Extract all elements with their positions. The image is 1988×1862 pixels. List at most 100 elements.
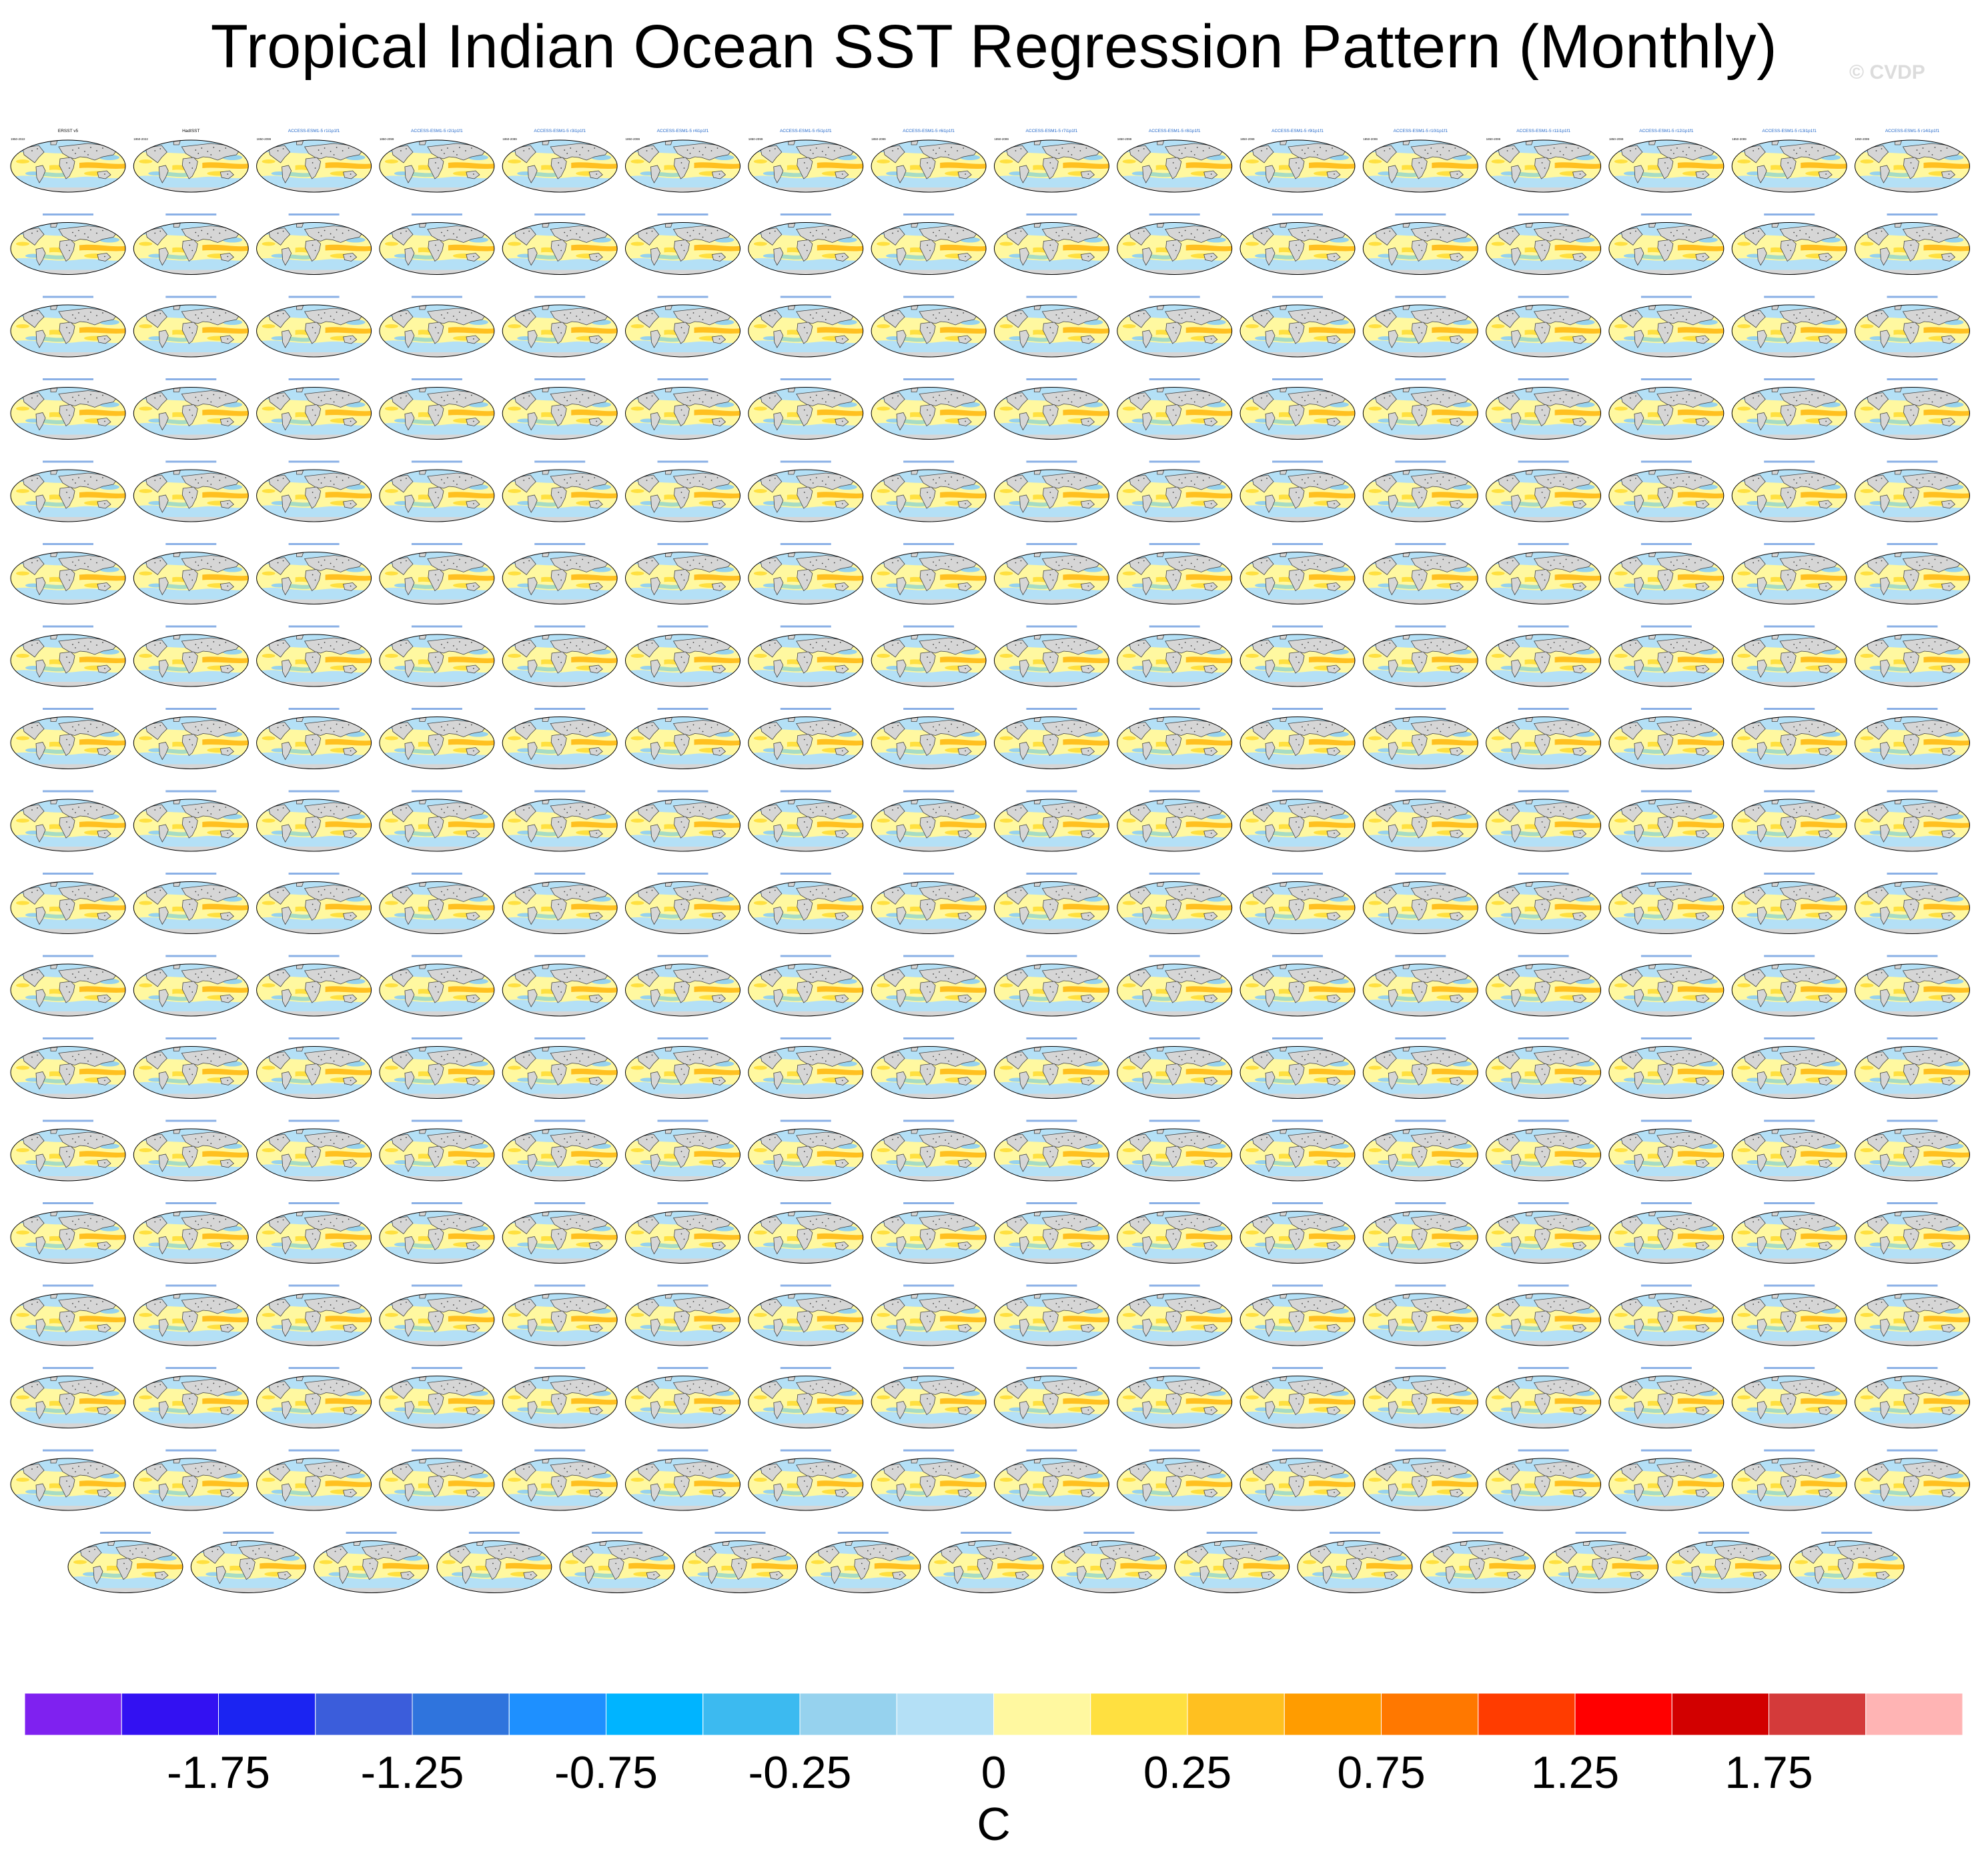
map-panel bbox=[747, 378, 867, 441]
map-panel bbox=[993, 543, 1113, 606]
map-panel bbox=[1730, 708, 1851, 771]
map-panel-plot bbox=[1485, 1457, 1605, 1512]
map-panel-plot bbox=[1239, 221, 1359, 276]
map-panel bbox=[256, 708, 376, 771]
map-panel bbox=[9, 873, 129, 935]
map-panel bbox=[870, 790, 990, 853]
map-panel-plot bbox=[870, 881, 990, 935]
map-panel-plot bbox=[1116, 221, 1236, 276]
map-panel bbox=[624, 1449, 744, 1512]
map-panel bbox=[624, 625, 744, 688]
panel-title: HadISST bbox=[182, 129, 199, 133]
panel-title: ACCESS-ESM1-5 r7i1p1f1 bbox=[1026, 129, 1078, 133]
map-panel-plot bbox=[9, 963, 129, 1017]
panel-years: 1950-2022 bbox=[133, 137, 148, 141]
map-panel-plot bbox=[132, 716, 252, 771]
map-panel-plot bbox=[1854, 963, 1974, 1017]
colorbar-box bbox=[1090, 1693, 1188, 1736]
map-panel-plot bbox=[1116, 716, 1236, 771]
map-panel bbox=[1116, 790, 1236, 853]
map-panel bbox=[378, 955, 498, 1017]
map-panel bbox=[1854, 1202, 1974, 1265]
map-panel bbox=[1854, 1367, 1974, 1430]
map-panel bbox=[747, 1367, 867, 1430]
map-panel bbox=[1362, 1202, 1482, 1265]
map-panel-plot bbox=[1239, 716, 1359, 771]
map-panel bbox=[1362, 790, 1482, 853]
map-panel bbox=[747, 1449, 867, 1512]
map-panel-plot bbox=[747, 468, 867, 523]
map-panel bbox=[1419, 1532, 1539, 1594]
map-panel bbox=[256, 1449, 376, 1512]
colorbar-label: -1.25 bbox=[361, 1747, 464, 1798]
map-panel-plot bbox=[1854, 1375, 1974, 1430]
map-panel bbox=[1116, 378, 1236, 441]
map-panel bbox=[256, 1284, 376, 1347]
map-panel-plot bbox=[1608, 716, 1728, 771]
colorbar-box bbox=[24, 1693, 122, 1736]
map-panel bbox=[870, 1284, 990, 1347]
map-panel-plot bbox=[624, 716, 744, 771]
map-panel bbox=[132, 1367, 252, 1430]
map-panel bbox=[436, 1532, 556, 1594]
map-panel-plot bbox=[624, 1045, 744, 1100]
map-panel-plot bbox=[501, 1457, 621, 1512]
map-panel bbox=[1854, 378, 1974, 441]
map-panel: ACCESS-ESM1-5 r11i1p1f1 1850-2099 bbox=[1485, 129, 1605, 193]
map-panel-plot bbox=[1116, 468, 1236, 523]
map-panel bbox=[378, 1037, 498, 1100]
map-panel bbox=[1485, 625, 1605, 688]
map-panel-plot bbox=[747, 1292, 867, 1347]
map-panel-plot bbox=[993, 1127, 1113, 1182]
map-panel bbox=[501, 955, 621, 1017]
map-panel bbox=[378, 213, 498, 276]
map-panel-plot bbox=[501, 551, 621, 606]
colorbar-box bbox=[218, 1693, 316, 1736]
map-panel bbox=[132, 1284, 252, 1347]
map-panel-plot bbox=[993, 304, 1113, 358]
colorbar-box bbox=[121, 1693, 219, 1736]
map-panel-plot bbox=[132, 468, 252, 523]
map-panel bbox=[1608, 625, 1728, 688]
panel-title: ACCESS-ESM1-5 r11i1p1f1 bbox=[1516, 129, 1570, 133]
map-panel bbox=[870, 1037, 990, 1100]
map-panel-plot bbox=[132, 1045, 252, 1100]
map-panel-plot bbox=[1362, 881, 1482, 935]
map-panel-plot bbox=[9, 1457, 129, 1512]
map-panel bbox=[1485, 296, 1605, 358]
panel-title: ACCESS-ESM1-5 r12i1p1f1 bbox=[1639, 129, 1694, 133]
map-panel-plot bbox=[993, 716, 1113, 771]
map-panel bbox=[1730, 1037, 1851, 1100]
map-panel bbox=[1362, 625, 1482, 688]
map-panel-plot bbox=[993, 1457, 1113, 1512]
map-panel bbox=[9, 296, 129, 358]
map-panel bbox=[378, 296, 498, 358]
map-panel bbox=[256, 873, 376, 935]
map-panel-plot bbox=[870, 1292, 990, 1347]
map-panel bbox=[747, 1119, 867, 1182]
map-panel-plot bbox=[1730, 798, 1851, 853]
map-panel-plot bbox=[870, 798, 990, 853]
map-panel bbox=[378, 1284, 498, 1347]
map-panel bbox=[1239, 708, 1359, 771]
map-panel bbox=[1608, 873, 1728, 935]
map-panel-plot bbox=[1116, 1127, 1236, 1182]
panel-title: ACCESS-ESM1-5 r9i1p1f1 bbox=[1272, 129, 1324, 133]
colorbar-box bbox=[1381, 1693, 1479, 1736]
colorbar-box bbox=[1865, 1693, 1963, 1736]
map-panel-plot bbox=[870, 963, 990, 1017]
map-panel-plot bbox=[1116, 1292, 1236, 1347]
map-panel bbox=[870, 213, 990, 276]
map-panel-plot bbox=[9, 716, 129, 771]
map-panel-plot bbox=[501, 716, 621, 771]
map-panel-plot bbox=[9, 304, 129, 358]
map-panel bbox=[1730, 1449, 1851, 1512]
map-panel bbox=[1485, 1449, 1605, 1512]
colorbar-box bbox=[508, 1693, 606, 1736]
map-panel-plot bbox=[132, 881, 252, 935]
map-panel-plot bbox=[1730, 139, 1851, 193]
map-panel-plot bbox=[1485, 716, 1605, 771]
map-panel bbox=[747, 625, 867, 688]
panel-title: ACCESS-ESM1-5 r4i1p1f1 bbox=[657, 129, 709, 133]
map-panel-plot bbox=[993, 386, 1113, 441]
